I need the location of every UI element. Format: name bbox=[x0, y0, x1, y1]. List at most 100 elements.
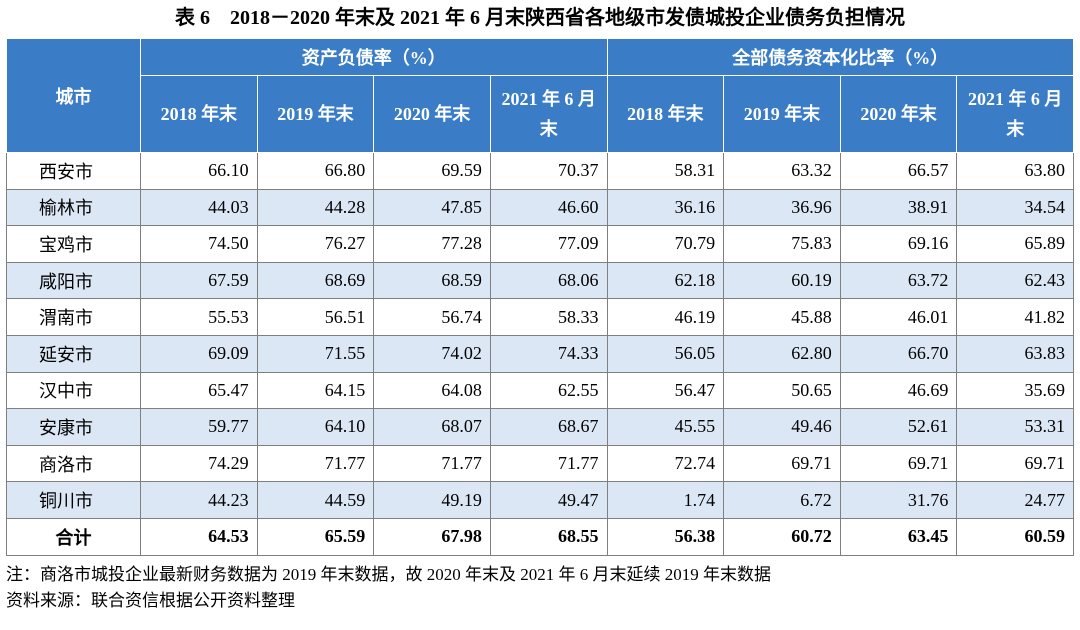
city-cell: 汉中市 bbox=[6, 371, 141, 410]
value-cell: 68.67 bbox=[489, 408, 608, 446]
value-cell: 62.80 bbox=[723, 334, 841, 373]
header-row: 城市 资产负债率（%） 全部债务资本化比率（%） bbox=[6, 38, 1074, 153]
table-row: 安康市 59.77 64.10 68.07 68.67 45.55 49.46 52.61 53… bbox=[6, 408, 1074, 446]
value-cell: 46.19 bbox=[606, 298, 725, 336]
value-cell: 46.60 bbox=[489, 188, 608, 227]
value-cell: 47.85 bbox=[373, 188, 491, 227]
value-cell: 62.18 bbox=[606, 261, 725, 300]
table-row: 渭南市 55.53 56.51 56.74 58.33 46.19 45.88 46.01 41… bbox=[6, 298, 1074, 336]
table-title: 表 6 2018－2020 年末及 2021 年 6 月末陕西省各地级市发债城投… bbox=[175, 7, 905, 29]
value-cell: 68.07 bbox=[373, 408, 491, 446]
value-cell: 49.47 bbox=[489, 481, 608, 519]
value-cell: 63.72 bbox=[839, 261, 958, 300]
value-cell: 56.47 bbox=[606, 371, 725, 410]
value-cell: 74.29 bbox=[140, 444, 258, 483]
value-cell: 50.65 bbox=[723, 371, 841, 410]
value-cell: 74.02 bbox=[373, 334, 491, 373]
value-cell: 44.03 bbox=[140, 188, 258, 227]
group-header: 全部债务资本化比率（%） bbox=[606, 38, 1074, 76]
total-label: 合计 bbox=[6, 517, 141, 556]
city-cell: 商洛市 bbox=[6, 444, 141, 483]
value-cell: 55.53 bbox=[140, 298, 258, 336]
value-cell: 68.59 bbox=[373, 261, 491, 300]
table-row: 宝鸡市 74.50 76.27 77.28 77.09 70.79 75.83 69.16 65… bbox=[6, 225, 1074, 263]
period-header: 2020 年末 bbox=[373, 75, 491, 153]
note: 注：商洛市城投企业最新财务数据为 2019 年末数据，故 2020 年末及 20… bbox=[6, 564, 771, 584]
value-cell: 74.33 bbox=[489, 334, 608, 373]
note: 资料来源：联合资信根据公开资料整理 bbox=[6, 590, 295, 610]
value-cell: 63.32 bbox=[723, 152, 841, 190]
total-value: 60.72 bbox=[723, 517, 841, 556]
value-cell: 53.31 bbox=[956, 408, 1074, 446]
value-cell: 31.76 bbox=[839, 481, 958, 519]
total-value: 64.53 bbox=[140, 517, 258, 556]
header-cell: 城市 bbox=[6, 38, 141, 153]
value-cell: 56.74 bbox=[373, 298, 491, 336]
value-cell: 69.71 bbox=[723, 444, 841, 483]
value-cell: 56.05 bbox=[606, 334, 725, 373]
value-cell: 6.72 bbox=[723, 481, 841, 519]
value-cell: 41.82 bbox=[956, 298, 1074, 336]
value-cell: 71.77 bbox=[373, 444, 491, 483]
value-cell: 49.46 bbox=[723, 408, 841, 446]
value-cell: 77.28 bbox=[373, 225, 491, 263]
total-value: 67.98 bbox=[373, 517, 491, 556]
period-header: 2019 年末 bbox=[723, 75, 841, 153]
value-cell: 72.74 bbox=[606, 444, 725, 483]
value-cell: 68.06 bbox=[489, 261, 608, 300]
city-cell: 安康市 bbox=[6, 408, 141, 446]
value-cell: 70.79 bbox=[606, 225, 725, 263]
value-cell: 66.70 bbox=[839, 334, 958, 373]
total-value: 56.38 bbox=[606, 517, 725, 556]
total-value: 60.59 bbox=[956, 517, 1074, 556]
value-cell: 69.09 bbox=[140, 334, 258, 373]
value-cell: 69.59 bbox=[373, 152, 491, 190]
table-row: 咸阳市 67.59 68.69 68.59 68.06 62.18 60.19 63.72 62… bbox=[6, 261, 1074, 300]
city-cell: 延安市 bbox=[6, 334, 141, 373]
value-cell: 65.47 bbox=[140, 371, 258, 410]
table-row: 榆林市 44.03 44.28 47.85 46.60 36.16 36.96 38.91 34… bbox=[6, 188, 1074, 227]
value-cell: 74.50 bbox=[140, 225, 258, 263]
table-body: 西安市 66.10 66.80 69.59 70.37 58.31 63.32 66.57 63… bbox=[6, 152, 1074, 556]
period-header: 2019 年末 bbox=[256, 75, 375, 153]
value-cell: 65.89 bbox=[956, 225, 1074, 263]
table-row: 西安市 66.10 66.80 69.59 70.37 58.31 63.32 66.57 63… bbox=[6, 152, 1074, 190]
total-value: 63.45 bbox=[839, 517, 958, 556]
value-cell: 46.69 bbox=[839, 371, 958, 410]
value-cell: 69.71 bbox=[839, 444, 958, 483]
city-cell: 渭南市 bbox=[6, 298, 141, 336]
value-cell: 49.19 bbox=[373, 481, 491, 519]
total-row: 合计 64.53 65.59 67.98 68.55 56.38 60.72 63.45 60.… bbox=[6, 517, 1074, 556]
value-cell: 52.61 bbox=[839, 408, 958, 446]
period-header: 2018 年末 bbox=[606, 75, 725, 153]
value-cell: 75.83 bbox=[723, 225, 841, 263]
value-cell: 45.88 bbox=[723, 298, 841, 336]
header-row: 2018 年末 2019 年末 2020 年末 2021 年 6 月末 2018 年末 2… bbox=[7, 75, 1074, 153]
period-header: 2020 年末 bbox=[839, 75, 958, 153]
value-cell: 34.54 bbox=[956, 188, 1074, 227]
city-cell: 西安市 bbox=[6, 152, 141, 190]
value-cell: 71.77 bbox=[489, 444, 608, 483]
value-cell: 71.77 bbox=[256, 444, 375, 483]
value-cell: 69.16 bbox=[839, 225, 958, 263]
period-header: 2021 年 6 月末 bbox=[489, 75, 608, 153]
value-cell: 44.23 bbox=[140, 481, 258, 519]
value-cell: 45.55 bbox=[606, 408, 725, 446]
value-cell: 59.77 bbox=[140, 408, 258, 446]
value-cell: 35.69 bbox=[956, 371, 1074, 410]
city-cell: 铜川市 bbox=[6, 481, 141, 519]
city-cell: 咸阳市 bbox=[6, 261, 141, 300]
value-cell: 44.59 bbox=[256, 481, 375, 519]
value-cell: 62.43 bbox=[956, 261, 1074, 300]
value-cell: 66.80 bbox=[256, 152, 375, 190]
value-cell: 63.80 bbox=[956, 152, 1074, 190]
value-cell: 24.77 bbox=[956, 481, 1074, 519]
data-table: 城市 资产负债率（%） 全部债务资本化比率（%） 2018 年末 2019 年末 2020… bbox=[6, 38, 1074, 556]
value-cell: 38.91 bbox=[839, 188, 958, 227]
value-cell: 36.96 bbox=[723, 188, 841, 227]
table-row: 延安市 69.09 71.55 74.02 74.33 56.05 62.80 66.70 63… bbox=[6, 334, 1074, 373]
city-cell: 宝鸡市 bbox=[6, 225, 141, 263]
table-row: 铜川市 44.23 44.59 49.19 49.47 1.74 6.72 31.76 24.7… bbox=[6, 481, 1074, 519]
value-cell: 77.09 bbox=[489, 225, 608, 263]
